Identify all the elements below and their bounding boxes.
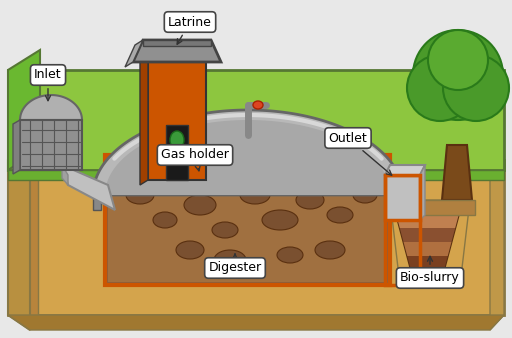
Ellipse shape [126, 186, 154, 204]
Circle shape [443, 55, 509, 121]
Polygon shape [108, 158, 387, 282]
Polygon shape [13, 120, 20, 174]
Polygon shape [8, 170, 504, 180]
Polygon shape [385, 175, 420, 220]
Polygon shape [62, 165, 68, 185]
Polygon shape [390, 200, 470, 285]
Text: Bio-slurry: Bio-slurry [400, 256, 460, 285]
Polygon shape [93, 110, 403, 195]
Ellipse shape [315, 241, 345, 259]
Text: Gas holder: Gas holder [161, 148, 229, 171]
Polygon shape [105, 155, 390, 285]
Polygon shape [8, 160, 504, 315]
Text: Digester: Digester [208, 254, 262, 274]
Circle shape [407, 55, 473, 121]
Polygon shape [442, 145, 472, 200]
Ellipse shape [240, 186, 270, 204]
Ellipse shape [327, 207, 353, 223]
Polygon shape [8, 50, 40, 170]
Polygon shape [140, 50, 148, 185]
Polygon shape [420, 165, 425, 220]
Polygon shape [148, 50, 206, 180]
Polygon shape [385, 200, 475, 215]
Polygon shape [133, 40, 221, 62]
Polygon shape [93, 190, 101, 210]
Ellipse shape [277, 247, 303, 263]
Polygon shape [105, 120, 391, 195]
Ellipse shape [253, 101, 263, 109]
Text: Inlet: Inlet [34, 69, 62, 101]
Polygon shape [403, 242, 452, 256]
Circle shape [413, 30, 503, 120]
Ellipse shape [184, 195, 216, 215]
Polygon shape [395, 210, 460, 285]
Polygon shape [8, 145, 30, 330]
Text: Outlet: Outlet [329, 131, 392, 175]
Ellipse shape [214, 250, 246, 270]
Polygon shape [20, 120, 82, 170]
Ellipse shape [262, 210, 298, 230]
Polygon shape [125, 40, 143, 67]
Polygon shape [20, 95, 82, 120]
Polygon shape [8, 160, 38, 315]
Polygon shape [407, 256, 447, 270]
Polygon shape [400, 228, 455, 242]
Ellipse shape [296, 191, 324, 209]
Polygon shape [62, 165, 115, 210]
Polygon shape [385, 165, 425, 175]
Ellipse shape [353, 187, 377, 203]
Ellipse shape [170, 131, 184, 149]
Text: Latrine: Latrine [168, 16, 212, 44]
Polygon shape [8, 315, 504, 330]
Polygon shape [143, 40, 211, 46]
Polygon shape [490, 145, 504, 330]
Polygon shape [396, 215, 459, 228]
Ellipse shape [176, 241, 204, 259]
Polygon shape [8, 70, 504, 170]
Circle shape [428, 30, 488, 90]
Polygon shape [166, 125, 188, 180]
Polygon shape [411, 270, 444, 282]
Ellipse shape [153, 212, 177, 228]
Ellipse shape [212, 222, 238, 238]
